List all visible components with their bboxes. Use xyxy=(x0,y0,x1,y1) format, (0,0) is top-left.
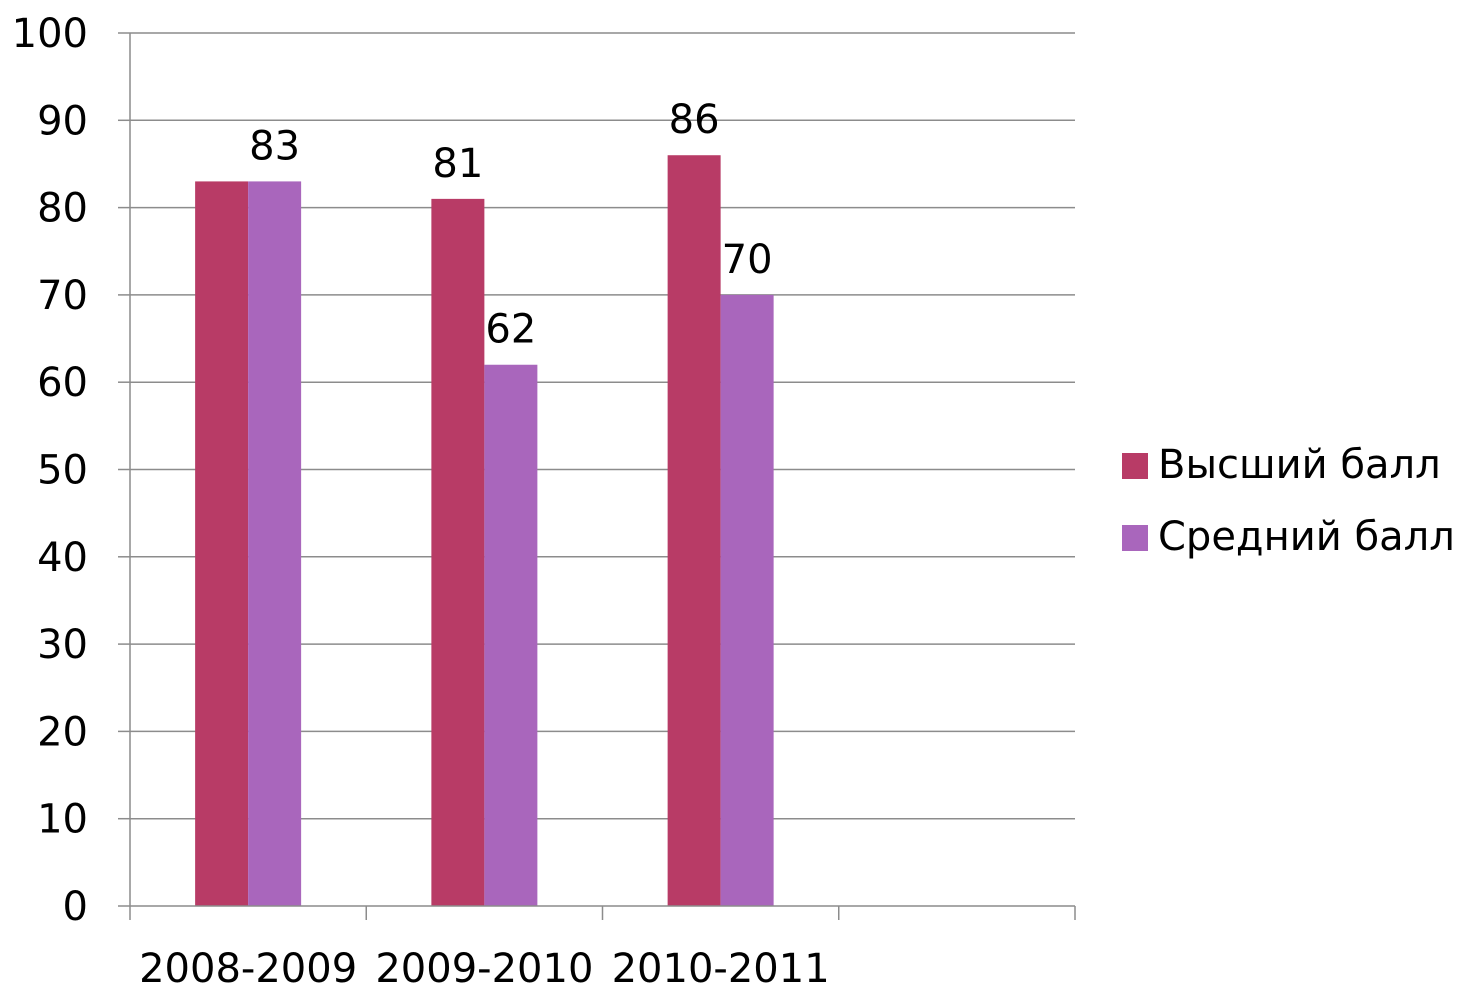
x-tick-label: 2009-2010 xyxy=(375,946,593,986)
bar xyxy=(431,198,485,906)
legend: Высший балл Средний балл xyxy=(1122,442,1455,560)
legend-swatch xyxy=(1122,525,1148,551)
legend-swatch xyxy=(1122,453,1148,479)
y-tick-label: 80 xyxy=(37,186,88,232)
data-label: 83 xyxy=(249,123,300,169)
bar xyxy=(195,181,249,906)
y-tick-label: 60 xyxy=(37,360,88,406)
data-label: 86 xyxy=(669,97,720,143)
x-tick-label: 2010-2011 xyxy=(612,946,830,986)
bar xyxy=(720,294,774,906)
y-tick-label: 100 xyxy=(12,11,88,57)
bar xyxy=(484,364,538,906)
y-tick-label: 40 xyxy=(37,535,88,581)
axes xyxy=(118,32,1076,920)
legend-label: Высший балл xyxy=(1158,442,1441,488)
data-label: 81 xyxy=(432,141,483,187)
y-tick-label: 70 xyxy=(37,273,88,319)
y-tick-label: 10 xyxy=(37,797,88,843)
x-tick-label: 2008-2009 xyxy=(139,946,357,986)
y-tick-label: 20 xyxy=(37,709,88,755)
y-tick-label: 0 xyxy=(63,884,88,930)
y-tick-label: 90 xyxy=(37,98,88,144)
legend-label: Средний балл xyxy=(1158,514,1455,560)
bars xyxy=(195,155,774,907)
data-label: 70 xyxy=(722,237,773,283)
y-tick-label: 50 xyxy=(37,448,88,494)
data-label: 62 xyxy=(485,307,536,353)
y-tick-label: 30 xyxy=(37,622,88,668)
labels: 0 10 20 30 40 50 60 70 80 90 100 2008-2009 2009-2010… xyxy=(12,11,830,991)
bar xyxy=(667,155,721,907)
bar xyxy=(248,181,302,906)
